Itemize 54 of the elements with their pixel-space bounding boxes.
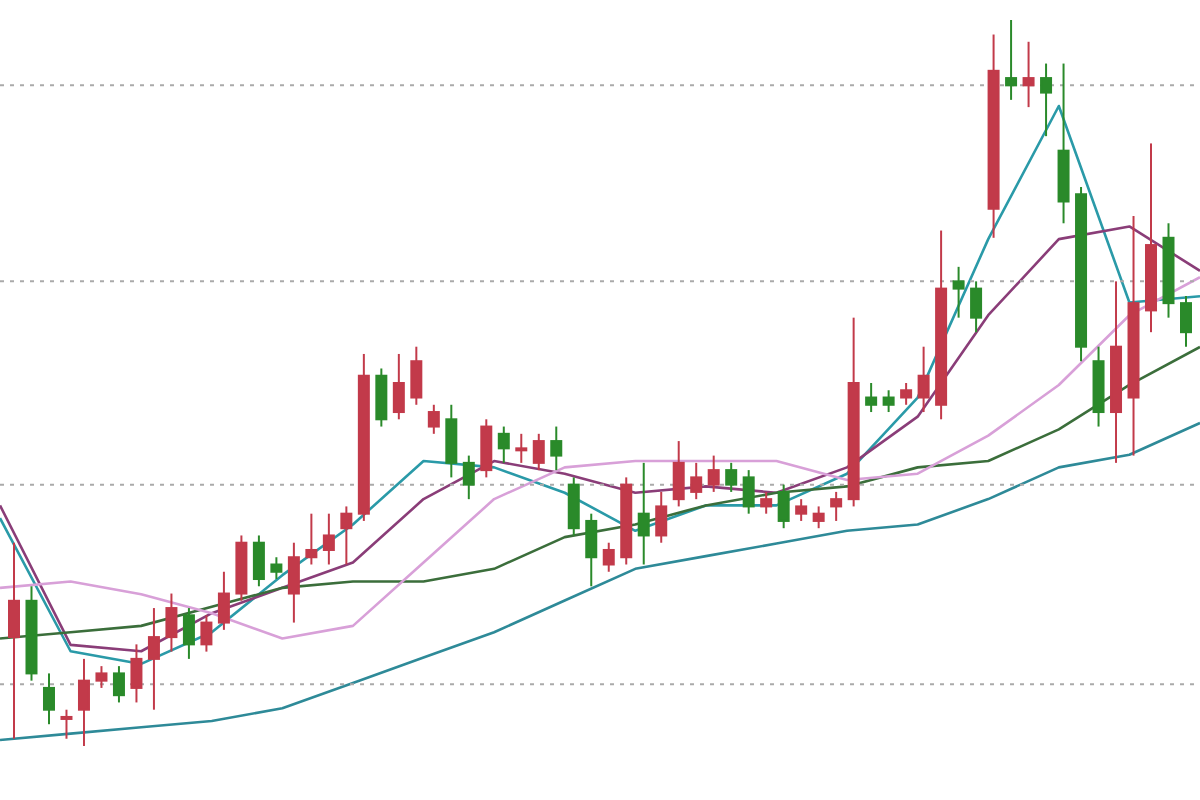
candlestick (690, 461, 703, 501)
candlestick (60, 708, 73, 740)
candlestick (480, 418, 493, 479)
candlestick (392, 352, 405, 421)
candlestick (270, 556, 283, 581)
candlestick (42, 672, 55, 726)
candlestick (322, 512, 335, 566)
candlestick (217, 570, 230, 631)
candlestick (375, 367, 388, 428)
candlestick (1005, 19, 1018, 101)
candlestick (165, 592, 178, 653)
candlestick (252, 534, 265, 588)
candlestick (1180, 294, 1192, 348)
candlestick (882, 389, 895, 414)
candlestick (130, 643, 143, 704)
candlestick (777, 483, 790, 530)
candlestick (287, 541, 300, 624)
candlestick (585, 512, 598, 588)
candlestick (427, 403, 440, 435)
candlestick (725, 461, 738, 493)
candlestick (112, 665, 125, 704)
candlestick (8, 541, 20, 740)
candlestick (742, 469, 755, 515)
candlestick (532, 432, 545, 472)
candlestick (952, 265, 965, 319)
candlestick (182, 607, 195, 660)
candlestick (865, 382, 878, 414)
candlestick (637, 461, 650, 566)
candlestick (602, 541, 615, 573)
candlestick (970, 280, 983, 334)
candlestick (812, 505, 825, 530)
candlestick (795, 498, 808, 522)
candlestick (672, 440, 685, 508)
candlestick (77, 657, 90, 747)
candlestick (462, 454, 475, 501)
candlestick (1040, 62, 1053, 138)
candlestick (707, 454, 720, 493)
candlestick (917, 345, 930, 414)
candlestick (830, 490, 843, 522)
candlestick (497, 425, 510, 464)
candlestick (95, 665, 108, 689)
candlestick (445, 403, 458, 479)
candlestick (340, 505, 353, 566)
candlestick (147, 607, 160, 711)
candlestick (515, 432, 528, 464)
candlestick (1022, 40, 1035, 109)
candlestick (760, 490, 773, 515)
candlestick (410, 345, 423, 406)
candlestick (550, 425, 563, 472)
candlestick (655, 490, 668, 544)
candlestick (900, 382, 913, 406)
candlestick (305, 512, 318, 566)
candlestick (200, 614, 213, 653)
candlestick (567, 476, 580, 537)
